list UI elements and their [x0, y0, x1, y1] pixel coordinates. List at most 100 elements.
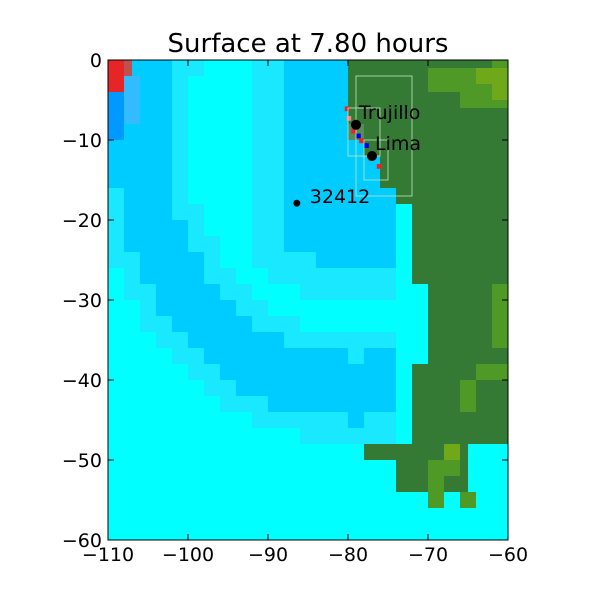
- ocean-cell: [156, 172, 172, 188]
- ocean-cell: [316, 412, 332, 428]
- ocean-cell: [348, 380, 364, 396]
- ocean-cell: [284, 332, 300, 348]
- ocean-cell: [380, 412, 396, 428]
- ocean-cell: [124, 252, 140, 268]
- ocean-cell: [332, 428, 348, 444]
- ocean-cell: [332, 76, 348, 92]
- ocean-cell: [140, 76, 156, 92]
- land-cell: [412, 204, 508, 284]
- ocean-cell: [332, 108, 348, 124]
- axis-ticks: −110 −100 −90 −80 −70 −60 0 −10 −20 −30 −40 −50 −60: [62, 50, 528, 566]
- ocean-cell: [188, 284, 204, 300]
- ocean-cell: [332, 140, 348, 156]
- ocean-cell: [284, 236, 300, 252]
- ocean-cell: [108, 140, 124, 156]
- ocean-cell: [140, 156, 156, 172]
- x-tick-label: −110: [82, 544, 134, 566]
- land-vegetation-cell: [460, 380, 476, 412]
- ocean-cell: [156, 284, 172, 300]
- ocean-cell: [268, 412, 284, 428]
- ocean-cell: [348, 428, 364, 444]
- ocean-cell: [332, 156, 348, 172]
- ocean-cell: [140, 188, 156, 204]
- ocean-cell: [172, 236, 188, 252]
- ocean-cell: [348, 204, 364, 220]
- ocean-cell: [108, 204, 124, 220]
- ocean-cell: [268, 124, 284, 140]
- ocean-cell: [188, 252, 204, 268]
- ocean-cell: [204, 348, 220, 364]
- ocean-cell: [380, 204, 396, 220]
- land-cell: [396, 188, 508, 204]
- ocean-cell: [172, 316, 188, 332]
- ocean-cell: [284, 396, 300, 412]
- ocean-cell: [252, 108, 268, 124]
- y-tick-label: −60: [62, 530, 102, 552]
- ocean-cell: [332, 236, 348, 252]
- ocean-cell: [300, 92, 316, 108]
- ocean-cell: [316, 428, 332, 444]
- ocean-cell: [300, 380, 316, 396]
- ocean-cell: [172, 220, 188, 236]
- ocean-cell: [364, 348, 380, 364]
- ocean-cell: [348, 412, 364, 428]
- chart-title: Surface at 7.80 hours: [168, 29, 449, 59]
- ocean-cell: [236, 348, 252, 364]
- ocean-cell: [300, 204, 316, 220]
- ocean-cell: [364, 220, 380, 236]
- ocean-cell: [300, 124, 316, 140]
- ocean-cell: [124, 284, 140, 300]
- ocean-cell: [140, 252, 156, 268]
- ocean-cell: [380, 220, 396, 236]
- wave-cell: [124, 60, 132, 76]
- ocean-cell: [268, 380, 284, 396]
- ocean-cell: [156, 124, 172, 140]
- x-tick-label: −100: [162, 544, 214, 566]
- ocean-cell: [252, 60, 268, 76]
- ocean-cell: [220, 396, 236, 412]
- ocean-cell: [156, 316, 172, 332]
- ocean-cell: [172, 348, 188, 364]
- ocean-cell: [300, 220, 316, 236]
- ocean-cell: [316, 92, 332, 108]
- ocean-cell: [332, 380, 348, 396]
- ocean-cell: [268, 268, 284, 284]
- ocean-cell: [364, 428, 380, 444]
- ocean-cell: [316, 140, 332, 156]
- ocean-cell: [284, 364, 300, 380]
- ocean-cell: [108, 156, 124, 172]
- ocean-cell: [316, 204, 332, 220]
- ocean-cell: [380, 284, 396, 300]
- ocean-cell: [316, 220, 332, 236]
- coastal-wave-cell: [376, 164, 382, 169]
- ocean-cell: [268, 332, 284, 348]
- ocean-cell: [268, 188, 284, 204]
- ocean-cell: [156, 268, 172, 284]
- ocean-cell: [316, 364, 332, 380]
- ocean-cell: [204, 316, 220, 332]
- refinement-grid-outline: [355, 75, 413, 197]
- ocean-cell: [252, 140, 268, 156]
- wave-cell: [108, 60, 124, 92]
- ocean-cell: [252, 204, 268, 220]
- ocean-cell: [204, 364, 220, 380]
- ocean-cell: [252, 220, 268, 236]
- ocean-cell: [348, 236, 364, 252]
- ocean-cell: [204, 284, 220, 300]
- ocean-cell: [316, 156, 332, 172]
- x-tick-label: −60: [488, 544, 528, 566]
- ocean-cell: [284, 412, 300, 428]
- ocean-cell: [236, 284, 252, 300]
- ocean-cell: [188, 60, 204, 76]
- ocean-cell: [204, 300, 220, 316]
- ocean-cell: [284, 124, 300, 140]
- ocean-cell: [140, 172, 156, 188]
- ocean-cell: [332, 348, 348, 364]
- ocean-cell: [252, 236, 268, 252]
- ocean-cell: [380, 396, 396, 412]
- ocean-cell: [364, 396, 380, 412]
- ocean-cell: [316, 108, 332, 124]
- ocean-cell: [380, 348, 396, 364]
- ocean-cell: [380, 364, 396, 380]
